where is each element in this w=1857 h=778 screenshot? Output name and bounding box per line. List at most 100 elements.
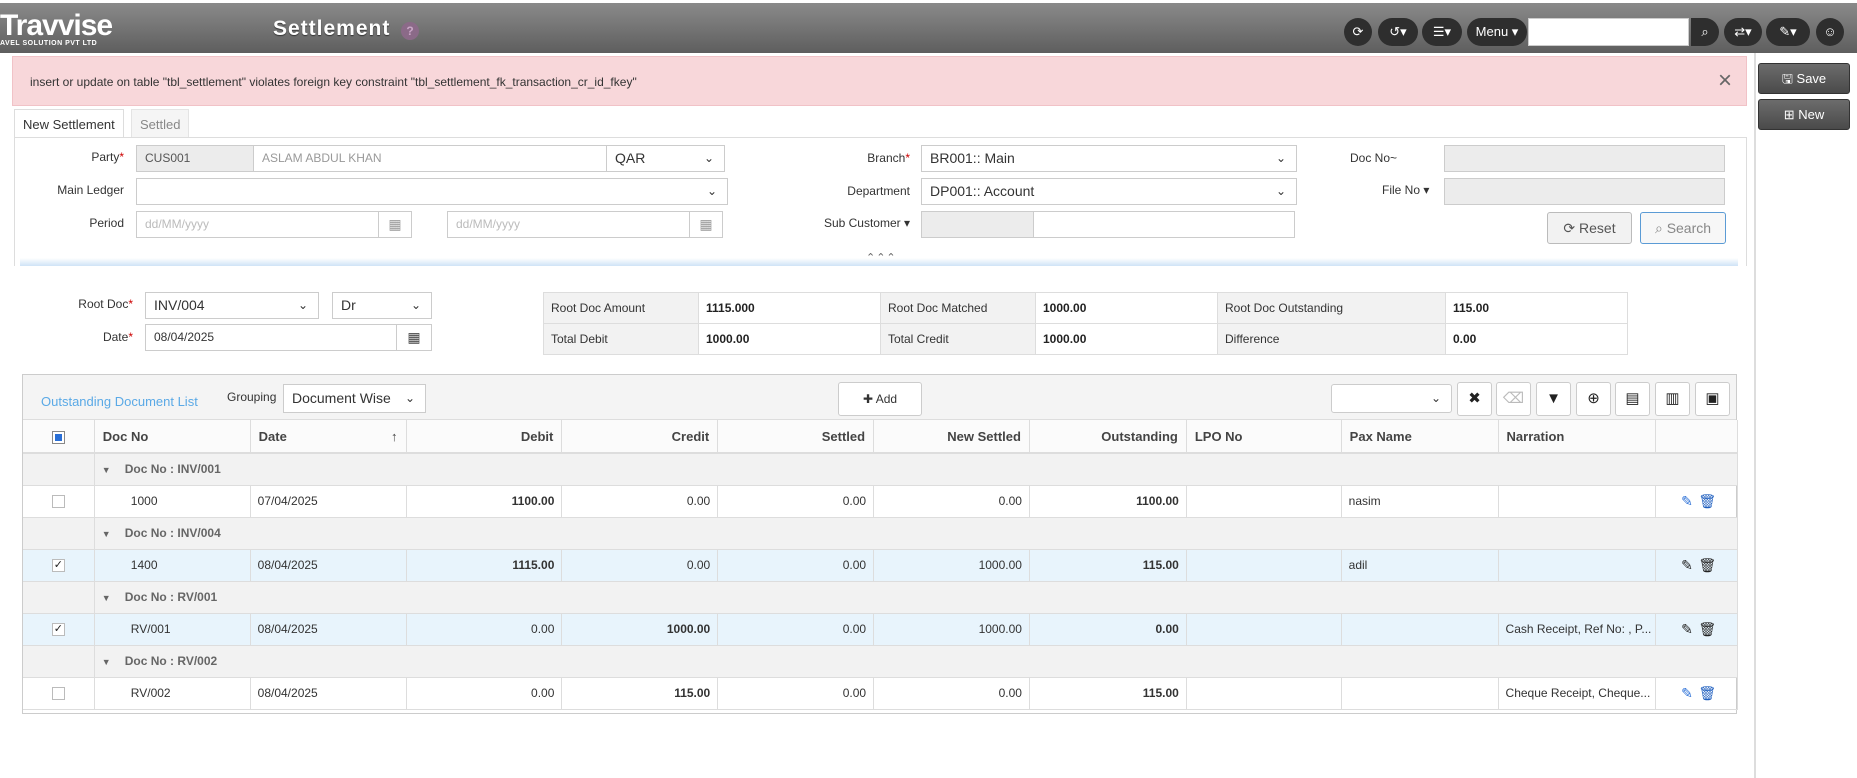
menu-button[interactable]: Menu ▾ bbox=[1467, 18, 1527, 46]
collapse-arrows-icon[interactable]: ⌃⌃⌃ bbox=[866, 252, 897, 264]
calendar-icon[interactable]: ▦ bbox=[396, 324, 432, 351]
col-date[interactable]: Date ↑ bbox=[250, 420, 407, 454]
filter-icon[interactable]: ▼ bbox=[1536, 382, 1571, 416]
group-label[interactable]: ▼ Doc No : RV/001 bbox=[94, 581, 1739, 614]
delete-trash-icon[interactable]: 🗑 bbox=[1698, 620, 1717, 637]
excel-icon[interactable]: ▥ bbox=[1655, 382, 1690, 416]
row-checkbox[interactable]: ✓ bbox=[23, 549, 95, 582]
tab-new-settlement[interactable]: New Settlement bbox=[14, 109, 124, 138]
chevron-down-icon: ⌄ bbox=[297, 298, 308, 312]
col-narration[interactable]: Narration bbox=[1498, 420, 1657, 454]
edit-pencil-icon[interactable]: ✎ bbox=[1681, 684, 1693, 701]
col-pax-name[interactable]: Pax Name bbox=[1341, 420, 1499, 454]
cell-doc-no: 1400 bbox=[94, 549, 251, 582]
drcr-select[interactable]: Dr ⌄ bbox=[332, 292, 432, 319]
group-spacer bbox=[23, 453, 95, 486]
sort-icon: ↑ bbox=[391, 428, 398, 444]
group-row[interactable]: ▼ Doc No : INV/001 bbox=[23, 453, 1739, 486]
delete-trash-icon[interactable]: 🗑 bbox=[1698, 556, 1717, 573]
menu-label: Menu bbox=[1475, 24, 1509, 39]
table-row[interactable]: ✓ 1400 08/04/2025 1115.00 0.00 0.00 1000.00 115… bbox=[23, 549, 1738, 582]
group-label-text: Doc No : INV/001 bbox=[124, 462, 221, 477]
root-doc-select[interactable]: INV/004 ⌄ bbox=[145, 292, 319, 319]
col-settled[interactable]: Settled bbox=[717, 420, 875, 454]
sub-customer-label[interactable]: Sub Customer ▾ bbox=[823, 216, 910, 230]
refresh-icon[interactable]: ⟳ bbox=[1344, 18, 1372, 46]
cell-new-settled[interactable]: 0.00 bbox=[873, 677, 1030, 710]
caret-down-icon[interactable]: ▼ bbox=[101, 465, 111, 476]
main-ledger-select[interactable]: ⌄ bbox=[136, 178, 728, 205]
sub-customer-code-field[interactable] bbox=[921, 211, 1034, 238]
calendar-icon[interactable]: ▦ bbox=[689, 211, 723, 238]
save-button[interactable]: 🖫 Save bbox=[1758, 63, 1850, 94]
department-select[interactable]: DP001:: Account ⌄ bbox=[921, 178, 1297, 205]
caret-down-icon[interactable]: ▼ bbox=[101, 529, 111, 539]
select-all-checkbox[interactable] bbox=[23, 420, 95, 454]
row-checkbox[interactable] bbox=[23, 485, 95, 518]
delete-trash-icon[interactable]: 🗑 bbox=[1698, 684, 1717, 701]
tab-settled[interactable]: Settled bbox=[131, 109, 190, 138]
delete-trash-icon[interactable]: 🗑 bbox=[1698, 492, 1717, 509]
party-name-field[interactable]: ASLAM ABDUL KHAN bbox=[253, 145, 607, 172]
caret-down-icon[interactable]: ▼ bbox=[101, 657, 111, 667]
table-row[interactable]: 1000 07/04/2025 1100.00 0.00 0.00 0.00 1100.00… bbox=[23, 485, 1738, 518]
calendar-icon[interactable]: ▦ bbox=[378, 211, 412, 238]
columns-icon[interactable]: ▣ bbox=[1695, 382, 1730, 416]
list-menu-icon[interactable]: ☰▾ bbox=[1422, 18, 1462, 46]
group-row[interactable]: ▼ Doc No : RV/001 bbox=[23, 581, 1739, 614]
search-icon[interactable]: ⌕ bbox=[1691, 18, 1719, 46]
pdf-icon[interactable]: ▤ bbox=[1615, 382, 1650, 416]
eraser-icon[interactable]: ⌫ bbox=[1496, 382, 1531, 416]
period-to-input[interactable]: dd/MM/yyyy bbox=[447, 211, 690, 238]
help-icon[interactable]: ? bbox=[401, 22, 419, 40]
currency-select[interactable]: QAR ⌄ bbox=[606, 145, 725, 172]
theme-brush-icon[interactable]: ✎▾ bbox=[1766, 18, 1810, 46]
doc-no-input[interactable] bbox=[1444, 145, 1725, 172]
group-row[interactable]: ▼ Doc No : RV/002 bbox=[23, 645, 1739, 678]
new-button[interactable]: ⊞ New bbox=[1758, 99, 1850, 130]
group-row[interactable]: ▼ Doc No : INV/004 bbox=[23, 517, 1739, 550]
grouping-select[interactable]: Document Wise ⌄ bbox=[283, 384, 426, 413]
party-code-field[interactable]: CUS001 bbox=[136, 145, 254, 172]
edit-pencil-icon[interactable]: ✎ bbox=[1681, 492, 1693, 509]
zoom-icon[interactable]: ⊕ bbox=[1576, 382, 1611, 416]
row-checkbox[interactable]: ✓ bbox=[23, 613, 95, 646]
file-no-input[interactable] bbox=[1444, 178, 1725, 205]
new-label: New bbox=[1798, 107, 1825, 122]
cell-new-settled[interactable]: 1000.00 bbox=[873, 549, 1030, 582]
row-checkbox[interactable] bbox=[23, 677, 95, 710]
global-search-input[interactable] bbox=[1528, 18, 1689, 46]
col-outstanding[interactable]: Outstanding bbox=[1029, 420, 1187, 454]
cell-new-settled[interactable]: 0.00 bbox=[873, 485, 1030, 518]
table-row[interactable]: RV/002 08/04/2025 0.00 115.00 0.00 0.00 115.00… bbox=[23, 677, 1738, 710]
edit-pencil-icon[interactable]: ✎ bbox=[1681, 620, 1693, 637]
cell-new-settled[interactable]: 1000.00 bbox=[873, 613, 1030, 646]
history-icon[interactable]: ↺▾ bbox=[1378, 18, 1418, 46]
language-icon[interactable]: ⇄▾ bbox=[1724, 18, 1762, 46]
table-row[interactable]: ✓ RV/001 08/04/2025 0.00 1000.00 0.00 1000.00 0… bbox=[23, 613, 1738, 646]
cell-credit: 1000.00 bbox=[561, 613, 719, 646]
file-no-label[interactable]: File No ▾ bbox=[1382, 183, 1430, 197]
period-from-input[interactable]: dd/MM/yyyy bbox=[136, 211, 379, 238]
group-label[interactable]: ▼ Doc No : INV/001 bbox=[94, 453, 1739, 486]
col-debit[interactable]: Debit bbox=[406, 420, 563, 454]
close-icon[interactable]: × bbox=[1717, 67, 1732, 94]
reset-button[interactable]: ⟳ Reset bbox=[1547, 212, 1632, 244]
group-label[interactable]: ▼ Doc No : INV/004 bbox=[94, 517, 1739, 550]
caret-down-icon[interactable]: ▼ bbox=[101, 593, 111, 603]
col-credit[interactable]: Credit bbox=[561, 420, 719, 454]
edit-pencil-icon[interactable]: ✎ bbox=[1681, 556, 1693, 573]
cell-narration: Cash Receipt, Ref No: , P... bbox=[1498, 613, 1657, 646]
add-button[interactable]: ✚ Add bbox=[838, 382, 922, 416]
group-label[interactable]: ▼ Doc No : RV/002 bbox=[94, 645, 1739, 678]
clear-icon[interactable]: ✖ bbox=[1457, 382, 1492, 416]
col-lpo-no[interactable]: LPO No bbox=[1186, 420, 1342, 454]
col-new-settled[interactable]: New Settled bbox=[873, 420, 1030, 454]
date-input[interactable]: 08/04/2025 bbox=[145, 324, 397, 351]
column-select[interactable]: ⌄ bbox=[1331, 384, 1452, 413]
col-doc-no[interactable]: Doc No bbox=[94, 420, 251, 454]
user-avatar-icon[interactable]: ☺ bbox=[1816, 18, 1844, 46]
sub-customer-name-field[interactable] bbox=[1033, 211, 1295, 238]
branch-select[interactable]: BR001:: Main ⌄ bbox=[921, 145, 1297, 172]
search-button[interactable]: ⌕ Search bbox=[1640, 212, 1726, 244]
